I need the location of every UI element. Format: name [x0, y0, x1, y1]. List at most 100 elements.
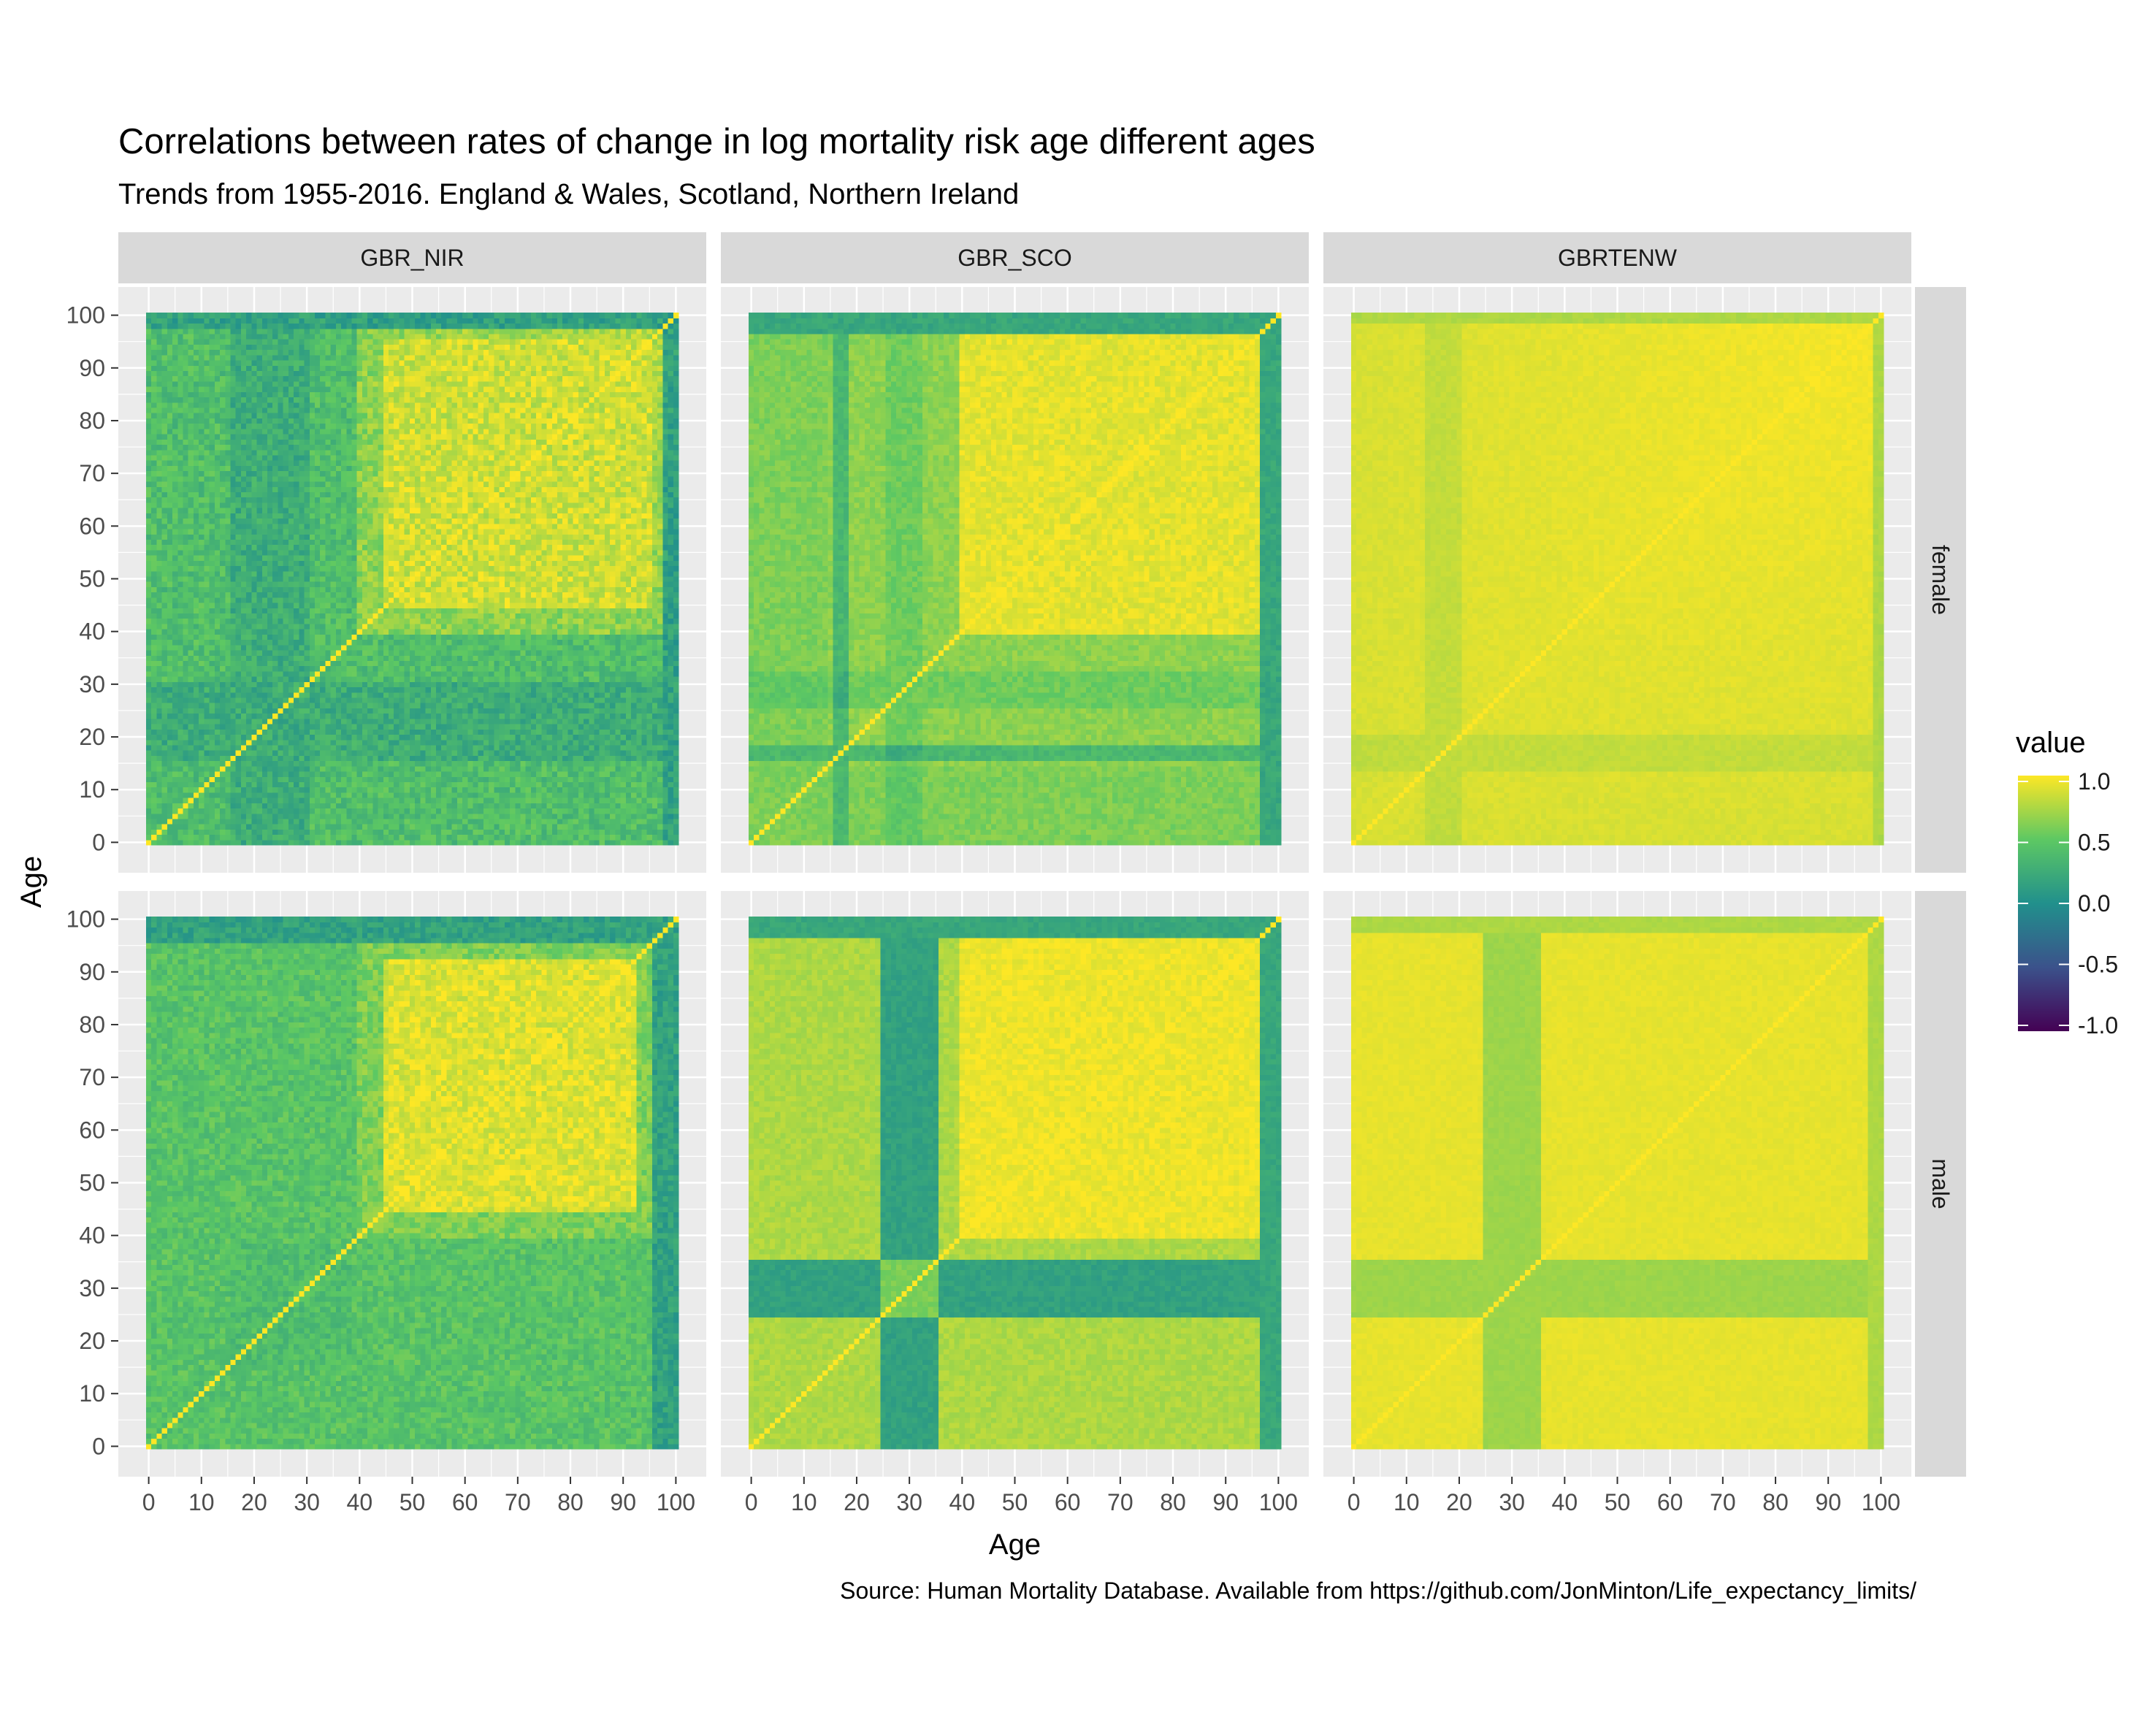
heatmap-cell	[220, 476, 226, 482]
heatmap-cell	[204, 429, 210, 435]
heatmap-cell	[305, 565, 310, 571]
heatmap-cell	[278, 344, 283, 350]
heatmap-cell	[230, 681, 236, 687]
heatmap-cell	[241, 334, 247, 340]
heatmap-cell	[288, 329, 294, 334]
heatmap-cell	[262, 444, 268, 450]
heatmap-cell	[315, 645, 321, 651]
heatmap-cell	[299, 824, 305, 830]
heatmap-cell	[299, 692, 305, 698]
heatmap-cell	[305, 339, 310, 345]
heatmap-cell	[199, 608, 204, 613]
heatmap-cell	[257, 476, 263, 482]
heatmap-cell	[188, 581, 194, 587]
heatmap-cell	[146, 592, 152, 598]
heatmap-cell	[215, 740, 221, 746]
heatmap-cell	[220, 824, 226, 830]
heatmap-cell	[167, 534, 173, 540]
heatmap-cell	[177, 370, 183, 376]
heatmap-cell	[294, 745, 299, 751]
heatmap-cell	[241, 745, 247, 751]
heatmap-cell	[167, 402, 173, 408]
heatmap-cell	[220, 840, 226, 846]
heatmap-cell	[299, 592, 305, 598]
heatmap-cell	[315, 439, 321, 445]
heatmap-cell	[257, 444, 263, 450]
heatmap-cell	[225, 439, 231, 445]
heatmap-cell	[246, 313, 252, 318]
heatmap-cell	[267, 835, 273, 841]
heatmap-cell	[199, 534, 204, 540]
heatmap-cell	[204, 513, 210, 519]
heatmap-cell	[272, 370, 278, 376]
heatmap-cell	[204, 655, 210, 661]
heatmap-cell	[167, 318, 173, 324]
heatmap-cell	[156, 318, 162, 324]
heatmap-cell	[230, 719, 236, 724]
heatmap-cell	[320, 766, 326, 772]
heatmap-cell	[283, 444, 289, 450]
heatmap-cell	[225, 745, 231, 751]
heatmap-cell	[325, 781, 331, 787]
heatmap-cell	[236, 534, 242, 540]
heatmap-cell	[162, 550, 168, 556]
heatmap-cell	[151, 608, 157, 613]
heatmap-cell	[162, 781, 168, 787]
heatmap-cell	[294, 376, 299, 382]
heatmap-cell	[215, 671, 221, 677]
heatmap-cell	[299, 524, 305, 529]
heatmap-cell	[183, 703, 189, 708]
heatmap-cell	[156, 771, 162, 777]
heatmap-cell	[188, 624, 194, 630]
heatmap-cell	[167, 724, 173, 730]
heatmap-cell	[315, 513, 321, 519]
heatmap-cell	[156, 397, 162, 402]
heatmap-cell	[278, 703, 283, 708]
heatmap-cell	[315, 545, 321, 551]
heatmap-cell	[241, 781, 247, 787]
heatmap-cell	[272, 655, 278, 661]
heatmap-cell	[162, 502, 168, 508]
heatmap-cell	[241, 761, 247, 767]
heatmap-cell	[156, 555, 162, 561]
heatmap-cell	[257, 671, 263, 677]
heatmap-cell	[225, 524, 231, 529]
heatmap-cell	[241, 608, 247, 613]
heatmap-cell	[210, 608, 215, 613]
heatmap-cell	[183, 719, 189, 724]
heatmap-cell	[230, 545, 236, 551]
heatmap-cell	[188, 597, 194, 603]
heatmap-cell	[320, 798, 326, 803]
heatmap-cell	[320, 350, 326, 356]
heatmap-cell	[225, 666, 231, 672]
heatmap-cell	[146, 808, 152, 814]
heatmap-cell	[299, 444, 305, 450]
heatmap-cell	[215, 692, 221, 698]
heatmap-cell	[151, 471, 157, 477]
heatmap-cell	[294, 350, 299, 356]
heatmap-cell	[288, 624, 294, 630]
heatmap-cell	[320, 439, 326, 445]
heatmap-cell	[325, 766, 331, 772]
heatmap-cell	[156, 444, 162, 450]
heatmap-cell	[177, 676, 183, 682]
heatmap-cell	[283, 502, 289, 508]
heatmap-cell	[156, 344, 162, 350]
heatmap-cell	[305, 776, 310, 782]
heatmap-cell	[210, 444, 215, 450]
heatmap-cell	[299, 397, 305, 402]
heatmap-cell	[272, 697, 278, 703]
heatmap-cell	[278, 413, 283, 418]
heatmap-cell	[236, 629, 242, 635]
heatmap-cell	[220, 424, 226, 429]
heatmap-cell	[199, 781, 204, 787]
heatmap-cell	[156, 613, 162, 619]
heatmap-cell	[278, 586, 283, 592]
heatmap-cell	[278, 824, 283, 830]
heatmap-cell	[267, 334, 273, 340]
heatmap-cell	[194, 519, 199, 524]
heatmap-cell	[162, 545, 168, 551]
heatmap-cell	[162, 697, 168, 703]
heatmap-cell	[225, 318, 231, 324]
heatmap-cell	[305, 550, 310, 556]
